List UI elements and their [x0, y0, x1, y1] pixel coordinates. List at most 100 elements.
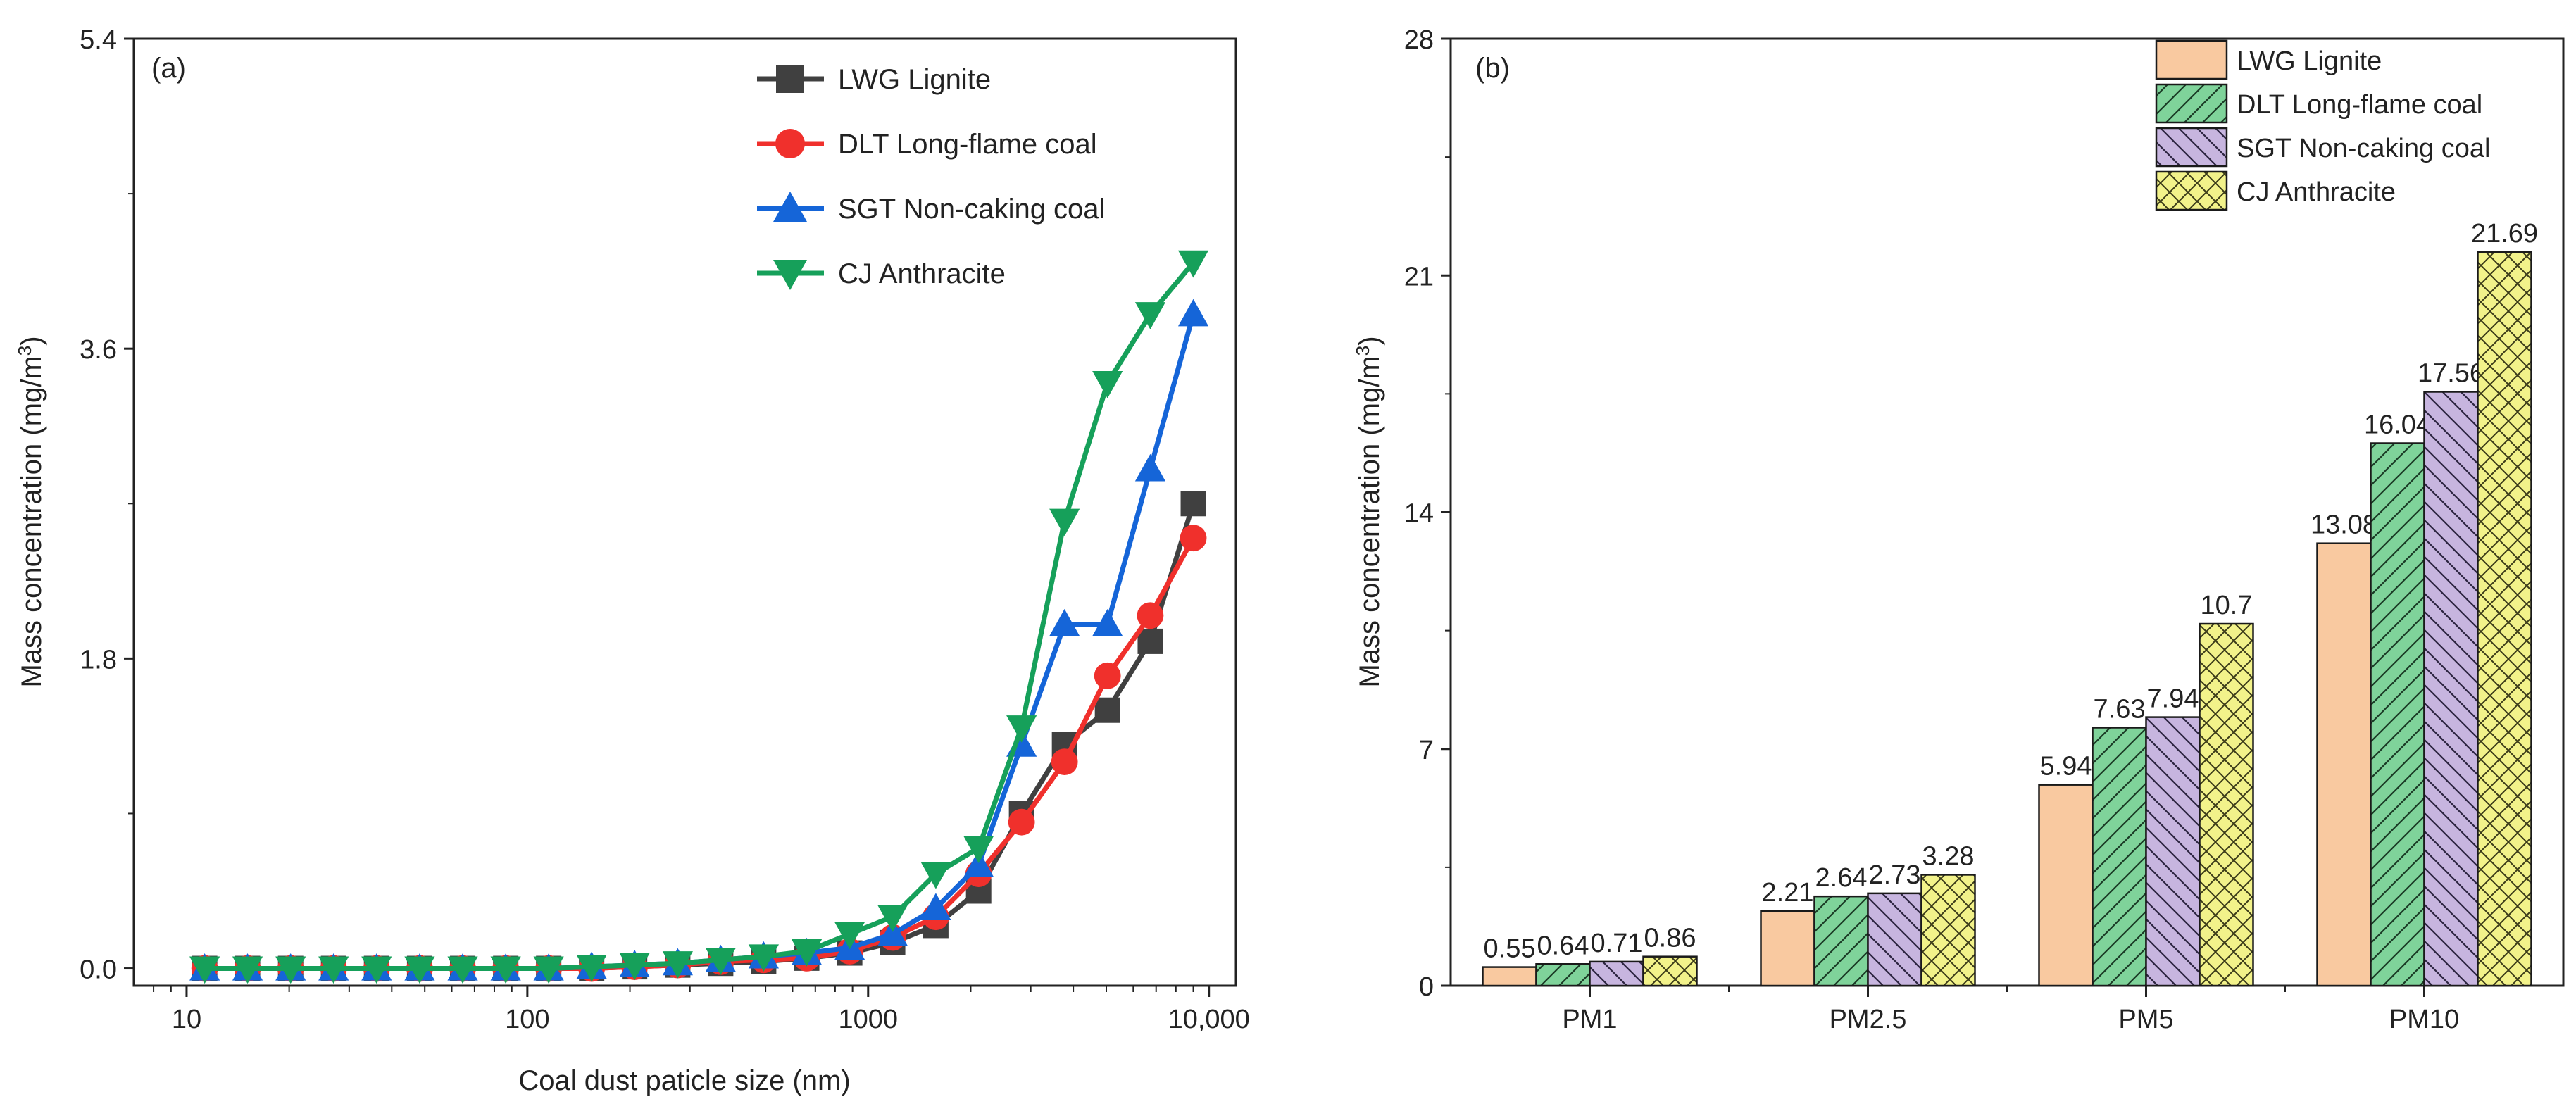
- data-point: [490, 956, 521, 984]
- legend-marker: [773, 192, 807, 222]
- panel-label: (b): [1475, 53, 1510, 84]
- bar-value-label: 5.94: [2040, 752, 2092, 782]
- legend-label: SGT Non-caking coal: [838, 194, 1105, 225]
- legend-swatch: [2155, 170, 2228, 211]
- bar-value-label: 0.64: [1537, 931, 1589, 960]
- x-tick-label: 10,000: [1168, 1005, 1250, 1034]
- y-tick-label: 21: [1404, 262, 1434, 291]
- legend-label: LWG Lignite: [2237, 46, 2382, 76]
- y-axis-title-sup: 3: [14, 346, 35, 356]
- bar: [2092, 727, 2147, 987]
- bar-value-label: 3.28: [1922, 841, 1975, 871]
- bar-chart-panel: (b) 0 7 14 21 28 PM1 PM2.5 PM5 PM10 0.55 0.64 0.71…: [1352, 25, 2565, 1034]
- data-point: [232, 956, 263, 984]
- data-point: [1006, 715, 1037, 743]
- x-tick-label: 10: [172, 1005, 201, 1034]
- bar: [1482, 966, 1537, 987]
- legend-item: CJ Anthracite: [2155, 170, 2396, 211]
- bar-value-label: 2.21: [1762, 878, 1814, 908]
- data-point: [877, 905, 908, 932]
- x-tick-label: 1000: [839, 1005, 899, 1034]
- data-point: [1180, 525, 1207, 552]
- data-point: [1134, 302, 1166, 329]
- data-point: [1051, 748, 1078, 775]
- data-point: [1094, 697, 1120, 723]
- bar-value-label: 21.69: [2471, 219, 2538, 249]
- x-tick-label: PM10: [2389, 1005, 2459, 1034]
- bar: [2145, 716, 2201, 987]
- data-point: [1134, 453, 1166, 482]
- bar: [1867, 892, 1922, 987]
- bar: [2199, 622, 2254, 987]
- data-point: [748, 944, 779, 972]
- bar: [2423, 391, 2479, 987]
- data-point: [318, 956, 349, 984]
- data-point: [877, 919, 908, 946]
- x-tick-label: PM2.5: [1830, 1005, 1907, 1034]
- data-point: [1094, 662, 1121, 689]
- legend-label: DLT Long-flame coal: [838, 129, 1097, 160]
- data-point: [963, 850, 994, 877]
- legend-swatch: [2155, 83, 2228, 124]
- bar: [2477, 251, 2532, 987]
- y-tick-label: 3.6: [80, 335, 117, 365]
- data-point: [920, 861, 951, 889]
- axes-ticks: 0.0 1.8 3.6 5.4 10 100 1000 10,000: [80, 25, 1250, 1034]
- legend-label: DLT Long-flame coal: [2237, 90, 2482, 120]
- y-axis-title-main: Mass concentration (mg/m: [16, 356, 47, 687]
- y-tick-label: 5.4: [80, 25, 117, 55]
- data-point: [1177, 299, 1209, 327]
- legend-item: SGT Non-caking coal: [757, 192, 1105, 225]
- legend-item: DLT Long-flame coal: [757, 129, 1097, 160]
- bar-value-label: 7.63: [2094, 694, 2146, 724]
- line-chart-panel: (a) 0.0 1.8 3.6 5.4 10 100 1000 10,000 Coal dus…: [14, 25, 1250, 1096]
- data-point: [705, 948, 736, 975]
- legend-item: SGT Non-caking coal: [2155, 127, 2490, 168]
- y-tick-label: 14: [1404, 499, 1434, 529]
- bar: [1920, 874, 1976, 987]
- y-axis-title-end: ): [1354, 336, 1385, 345]
- legend-swatch: [2155, 127, 2228, 168]
- data-point: [1137, 628, 1163, 654]
- data-point: [1137, 602, 1164, 629]
- series-line: [204, 503, 1196, 972]
- data-point: [447, 956, 478, 984]
- y-tick-label: 0: [1419, 972, 1434, 1002]
- bar-value-label: 0.55: [1484, 934, 1536, 964]
- axes-ticks: 0 7 14 21 28 PM1 PM2.5 PM5 PM10: [1404, 25, 2459, 1034]
- bar-value-label: 2.64: [1815, 863, 1868, 893]
- x-tick-label: PM5: [2118, 1005, 2173, 1034]
- data-point: [1177, 250, 1209, 278]
- bar-value-label: 10.7: [2201, 591, 2253, 620]
- data-point: [1180, 491, 1206, 517]
- data-point: [275, 956, 306, 984]
- bar: [1589, 960, 1644, 987]
- series-line: [204, 261, 1196, 972]
- data-point: [1092, 370, 1123, 398]
- data-point: [1092, 608, 1123, 636]
- legend-item: LWG Lignite: [757, 64, 991, 95]
- legend-label: CJ Anthracite: [838, 258, 1006, 289]
- y-tick-label: 7: [1419, 736, 1434, 765]
- data-point: [1008, 808, 1035, 836]
- bar: [1813, 895, 1869, 987]
- y-tick-label: 28: [1404, 25, 1434, 55]
- bar: [2316, 542, 2372, 987]
- legend-item: CJ Anthracite: [757, 258, 1006, 290]
- series-line: [204, 313, 1196, 972]
- y-axis-title-end: ): [16, 336, 47, 345]
- legend-swatch: [2155, 39, 2228, 80]
- bar-value-label: 7.94: [2147, 684, 2199, 714]
- legend: LWG Lignite DLT Long-flame coal SGT Non-ca…: [2155, 39, 2490, 211]
- legend: LWG Lignite DLT Long-flame coal SGT Non-ca…: [757, 64, 1105, 290]
- legend-label: SGT Non-caking coal: [2237, 134, 2490, 163]
- data-point: [1049, 608, 1080, 636]
- y-axis-title-main: Mass concentration (mg/m: [1354, 356, 1385, 687]
- data-point: [361, 956, 392, 984]
- data-point: [834, 922, 865, 950]
- legend-marker: [775, 129, 805, 158]
- bars-group: 0.55 0.64 0.71 0.86 2.21 2.64 2.733.28 5.947.63…: [1482, 219, 2538, 987]
- bar: [2038, 784, 2094, 987]
- y-axis-title: Mass concentration (mg/m3): [14, 336, 47, 687]
